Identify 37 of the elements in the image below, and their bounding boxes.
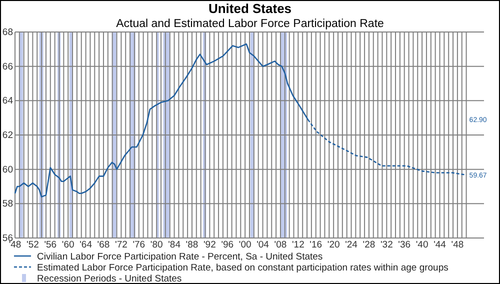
x-tick-label: '12 [292,240,304,251]
x-tick-label: '60 [62,240,74,251]
x-tick-label: '16 [310,240,322,251]
y-tick-label: 62 [2,130,13,142]
y-tick-label: 64 [2,96,13,107]
x-tick-label: '20 [327,240,340,251]
x-tick-label: '36 [398,240,411,251]
y-tick-label: 60 [2,164,13,176]
x-tick-label: '00 [238,240,252,251]
legend-label: Civilian Labor Force Participation Rate - Percent, Sa - United States [37,251,323,262]
x-tick-label: '28 [362,240,376,251]
x-tick-label: '48 [451,240,464,251]
x-tick-label: '64 [80,240,92,251]
x-tick-label: '52 [26,240,39,251]
x-tick-label: '92 [203,240,216,251]
x-tick-label: '56 [44,240,57,251]
x-tick-label: '04 [256,240,269,251]
x-tick-label: '32 [380,240,393,251]
chart-title: United States [208,1,292,16]
y-tick-label: 68 [2,27,13,38]
legend-label: Recession Periods - United States [37,273,182,284]
x-tick-label: '68 [97,240,110,251]
x-tick-label: '76 [132,240,146,251]
y-tick-label: 66 [2,61,13,72]
legend-label: Estimated Labor Force Participation Rate, based on constant participation rates within age groups [37,262,449,274]
x-tick-label: '80 [150,240,163,251]
chart-subtitle: Actual and Estimated Labor Force Participation Rate [116,18,384,30]
x-tick-label: '48 [8,240,22,251]
x-tick-label: '44 [434,240,446,251]
x-tick-label: '72 [114,240,128,251]
x-tick-label: '08 [274,240,287,251]
x-tick-label: '24 [345,240,358,251]
y-tick-label: 58 [2,198,13,210]
x-tick-label: '96 [221,240,234,251]
x-tick-label: '84 [168,240,180,251]
x-tick-label: '88 [186,240,198,251]
x-tick-label: '40 [416,240,428,251]
